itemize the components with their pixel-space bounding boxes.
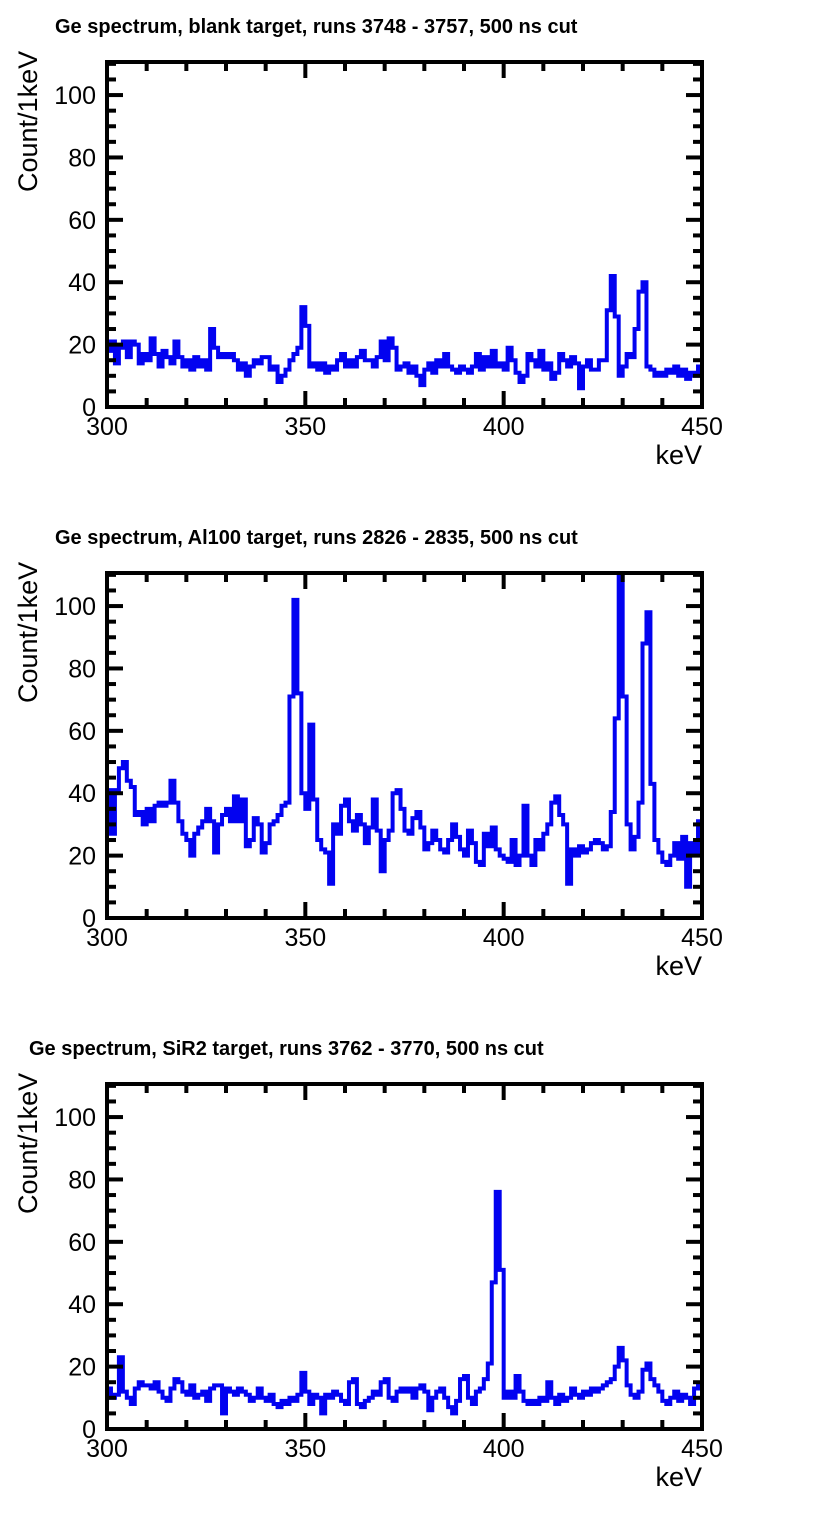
x-tick-label: 400: [483, 413, 525, 441]
spectrum-panel-al100: Ge spectrum, Al100 target, runs 2826 - 2…: [0, 511, 835, 1023]
x-tick-label: 300: [86, 1435, 128, 1463]
histogram-line: [105, 273, 704, 407]
y-tick-label: 40: [68, 780, 96, 808]
y-tick-label: 80: [68, 1167, 96, 1195]
y-tick-label: 0: [82, 394, 96, 422]
spectrum-panel-blank: Ge spectrum, blank target, runs 3748 - 3…: [0, 0, 835, 512]
chart-title: Ge spectrum, Al100 target, runs 2826 - 2…: [55, 527, 578, 549]
histogram-line: [105, 571, 704, 918]
y-tick-label: 40: [68, 269, 96, 297]
x-tick-label: 350: [284, 924, 326, 952]
y-tick-label: 100: [54, 593, 96, 621]
plot-frame: [105, 60, 704, 409]
y-tick-label: 40: [68, 1291, 96, 1319]
y-tick-label: 60: [68, 207, 96, 235]
y-tick-label: 100: [54, 1104, 96, 1132]
histogram-canvas: 300 350 400 450 0 20 40 60 80 100: [54, 571, 723, 952]
y-tick-label: 0: [82, 1416, 96, 1444]
chart-title: Ge spectrum, SiR2 target, runs 3762 - 37…: [29, 1038, 544, 1060]
x-tick-label: 400: [483, 1435, 525, 1463]
plot-frame: [105, 1082, 704, 1431]
y-tick-label: 80: [68, 145, 96, 173]
x-axis-title: keV: [655, 951, 702, 981]
x-tick-label: 300: [86, 413, 128, 441]
x-tick-label: 400: [483, 924, 525, 952]
x-axis-title: keV: [655, 440, 702, 470]
x-tick-label: 450: [681, 1435, 723, 1463]
y-tick-label: 60: [68, 1229, 96, 1257]
x-tick-label: 450: [681, 924, 723, 952]
y-tick-label: 20: [68, 1354, 96, 1382]
x-axis-title: keV: [655, 1462, 702, 1492]
histogram-canvas: 300 350 400 450 0 20 40 60 80 100: [54, 1082, 723, 1463]
x-tick-label: 350: [284, 1435, 326, 1463]
y-tick-label: 60: [68, 718, 96, 746]
histogram-line: [105, 1189, 704, 1429]
y-tick-label: 20: [68, 843, 96, 871]
histogram-canvas: 300 350 400 450 0 20 40 60 80 100: [54, 60, 723, 441]
chart-title: Ge spectrum, blank target, runs 3748 - 3…: [55, 16, 578, 38]
y-tick-label: 20: [68, 332, 96, 360]
x-tick-label: 450: [681, 413, 723, 441]
y-tick-label: 0: [82, 905, 96, 933]
x-tick-label: 350: [284, 413, 326, 441]
plot-frame: [105, 571, 704, 920]
y-tick-label: 100: [54, 82, 96, 110]
x-tick-label: 300: [86, 924, 128, 952]
spectrum-panel-sir2: Ge spectrum, SiR2 target, runs 3762 - 37…: [0, 1022, 835, 1534]
y-tick-label: 80: [68, 656, 96, 684]
